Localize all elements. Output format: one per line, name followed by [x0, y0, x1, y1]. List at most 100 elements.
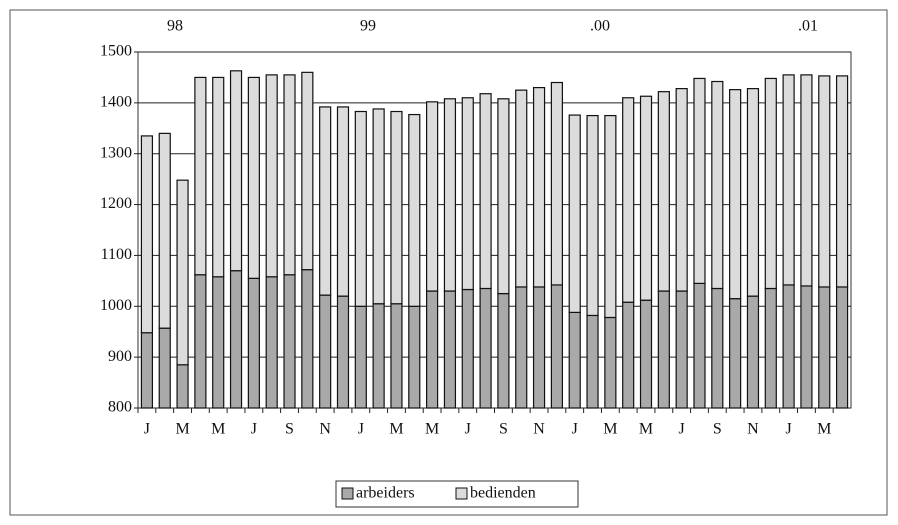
x-tick-label: J	[679, 421, 685, 438]
year-label: .01	[798, 18, 818, 35]
bar-segment	[247, 277, 260, 409]
bar-segment	[426, 101, 439, 292]
x-tick-label: J	[251, 421, 257, 438]
bar-segment	[301, 71, 314, 271]
bar-segment	[158, 327, 171, 409]
bar-segment	[479, 287, 492, 409]
bar-segment	[158, 132, 171, 329]
x-tick-label: J	[572, 421, 578, 438]
x-tick-label: J	[358, 421, 364, 438]
x-tick-label: M	[425, 421, 439, 438]
x-tick-label: M	[175, 421, 189, 438]
bar-segment	[800, 74, 813, 287]
bar-segment	[782, 284, 795, 409]
y-tick-label: 1300	[100, 144, 132, 161]
bar-segment	[835, 286, 849, 409]
x-tick-label: J	[465, 421, 471, 438]
bar-segment	[800, 285, 813, 409]
bar-segment	[675, 88, 688, 292]
bar-segment	[229, 270, 243, 409]
bar-segment	[835, 75, 849, 288]
bar-segment	[336, 106, 350, 297]
bar-segment	[461, 97, 474, 291]
bar-segment	[443, 290, 457, 409]
bar-segment	[497, 98, 510, 295]
bar-segment	[657, 91, 670, 292]
bar-segment	[194, 274, 207, 409]
bar-segment	[604, 316, 617, 409]
bar-segment	[354, 110, 367, 307]
x-tick-label: M	[817, 421, 831, 438]
bar-segment	[586, 314, 599, 409]
bar-segment	[212, 76, 225, 278]
y-tick-label: 900	[108, 348, 132, 365]
bar-segment	[764, 287, 777, 409]
bar-segment	[426, 290, 439, 409]
x-tick-label: N	[747, 421, 759, 438]
bar-segment	[390, 303, 403, 409]
y-tick-label: 1400	[100, 94, 132, 111]
y-tick-label: 1100	[101, 246, 132, 263]
bar-segment	[550, 81, 563, 286]
bar-segment	[408, 305, 421, 409]
bar-segment	[782, 74, 795, 286]
bar-segment	[693, 77, 706, 285]
legend-swatch	[341, 487, 354, 500]
bar-segment	[818, 75, 831, 288]
bar-segment	[746, 88, 760, 297]
legend-label: arbeiders	[356, 485, 415, 502]
bar-segment	[390, 110, 403, 305]
y-tick-label: 800	[108, 399, 132, 416]
year-label: .00	[590, 18, 610, 35]
y-tick-label: 1000	[100, 297, 132, 314]
bar-segment	[408, 113, 421, 307]
bar-segment	[212, 276, 225, 409]
x-tick-label: S	[285, 421, 294, 438]
bar-segment	[194, 76, 207, 276]
bar-segment	[229, 70, 243, 272]
x-tick-label: S	[499, 421, 508, 438]
bar-segment	[746, 295, 760, 409]
bar-segment	[639, 95, 653, 301]
bar-segment	[711, 287, 724, 409]
bar-segment	[354, 305, 367, 409]
bar-segment	[319, 106, 332, 296]
plot-area	[137, 51, 852, 409]
bar-segment	[319, 294, 332, 409]
bar-segment	[586, 114, 599, 317]
bar-segment	[675, 290, 688, 409]
bar-segment	[532, 286, 546, 409]
x-tick-label: M	[603, 421, 617, 438]
legend-swatch	[455, 487, 468, 500]
bar-segment	[301, 269, 314, 409]
bar-segment	[622, 301, 635, 409]
bar-segment	[515, 89, 528, 288]
x-tick-label: N	[533, 421, 545, 438]
bar-segment	[140, 332, 154, 409]
bar-segment	[479, 93, 492, 290]
y-tick-label: 1200	[100, 195, 132, 212]
x-tick-label: N	[319, 421, 331, 438]
y-tick-label: 1500	[100, 43, 132, 60]
bar-segment	[283, 74, 296, 276]
bar-segment	[336, 295, 350, 409]
bar-segment	[176, 179, 189, 366]
bar-segment	[176, 364, 189, 409]
bar-segment	[532, 86, 546, 288]
x-tick-label: J	[144, 421, 150, 438]
bar-segment	[550, 284, 563, 409]
bar-segment	[443, 98, 457, 292]
bar-segment	[729, 89, 742, 300]
x-tick-label: S	[713, 421, 722, 438]
x-tick-label: M	[639, 421, 653, 438]
bar-segment	[515, 286, 528, 409]
bar-segment	[372, 108, 385, 305]
bar-segment	[693, 282, 706, 409]
bar-segment	[711, 80, 724, 290]
bar-segment	[764, 77, 777, 290]
year-label: 98	[167, 18, 183, 35]
x-tick-label: M	[389, 421, 403, 438]
bar-segment	[265, 276, 278, 409]
bar-segment	[283, 274, 296, 409]
